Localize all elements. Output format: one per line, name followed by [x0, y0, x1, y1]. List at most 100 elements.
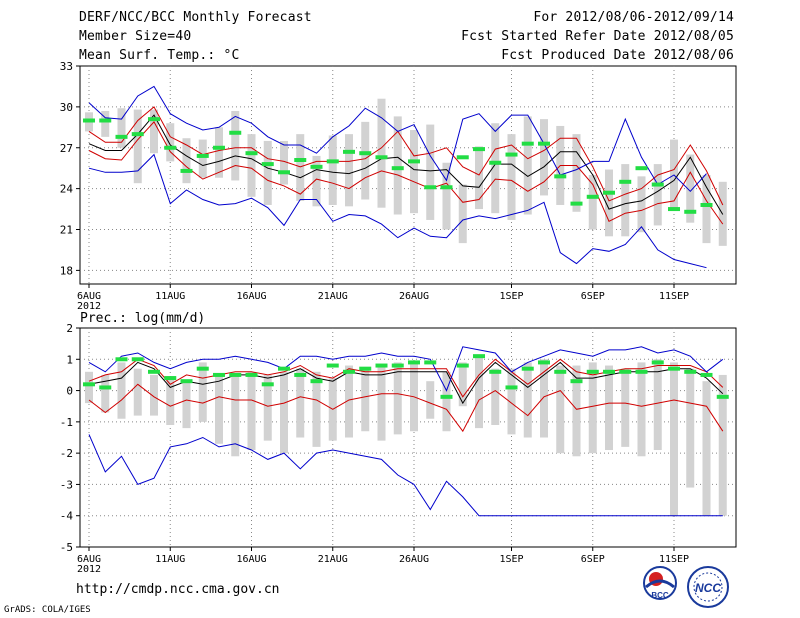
temp-line-upper-spread	[88, 106, 724, 206]
prec-xtick-label: 11AUG	[155, 554, 185, 565]
temp-ytick-label: 24	[60, 183, 74, 196]
temp-ytick-label: 30	[60, 101, 73, 114]
prec-ensemble-bar	[556, 365, 565, 454]
prec-marker	[619, 369, 632, 374]
temp-ytick-label: 33	[60, 60, 73, 73]
temp-marker	[213, 145, 225, 150]
prec-marker	[278, 366, 290, 371]
prec-line-ensemble-min	[88, 434, 723, 517]
prec-marker	[538, 360, 550, 365]
bcc-logo: BCC	[643, 566, 677, 600]
temp-marker	[164, 145, 177, 150]
prec-xtick-label: 1SEP	[499, 554, 523, 565]
prec-plot-frame	[79, 327, 737, 548]
temp-ensemble-bar	[166, 123, 175, 162]
temp-marker	[115, 134, 128, 139]
prec-ensemble-bar	[491, 368, 500, 425]
temp-marker	[180, 168, 193, 173]
ncc-logo: NCC	[687, 566, 729, 608]
prec-ensemble-bar	[442, 371, 451, 432]
temp-marker	[261, 162, 274, 167]
prec-ensemble-bar	[393, 362, 402, 435]
prec-ytick-label: -2	[60, 447, 73, 460]
prec-ensemble-bar	[117, 362, 126, 419]
prec-ensemble-bar	[101, 374, 110, 413]
temp-ensemble-bar	[458, 184, 467, 244]
temp-xtick-label: 11SEP	[659, 291, 689, 302]
prec-ensemble-bar	[540, 359, 548, 438]
prec-ensemble-bar	[247, 371, 256, 451]
temp-xtick-label: 6AUG	[77, 291, 101, 302]
prec-ytick-label: 1	[66, 353, 73, 366]
prec-ensemble-bar	[475, 356, 483, 429]
temp-marker	[343, 149, 355, 154]
prec-ensemble-bar	[458, 362, 467, 407]
prec-ensemble-bar	[133, 368, 142, 416]
temp-marker	[310, 164, 323, 169]
temp-plot-frame	[79, 65, 737, 285]
temp-ensemble-bar	[702, 175, 711, 244]
temp-marker	[278, 170, 290, 175]
prec-marker	[229, 372, 242, 377]
temp-ensemble-bar	[523, 116, 532, 215]
temp-ensemble-bar	[263, 140, 272, 205]
temp-marker	[586, 194, 599, 199]
footer-url[interactable]: http://cmdp.ncc.cma.gov.cn	[76, 582, 280, 597]
prec-marker	[408, 360, 420, 365]
temp-ytick-label: 18	[60, 264, 73, 277]
ncc-logo-text: NCC	[695, 581, 721, 595]
temp-marker	[489, 160, 502, 165]
temp-marker	[294, 158, 307, 163]
prec-line-ensemble-mean	[88, 361, 724, 405]
prec-ensemble-bar	[588, 362, 597, 454]
temp-marker	[521, 141, 534, 146]
prec-ensemble-bar	[572, 365, 581, 457]
prec-xtick-label: 21AUG	[318, 554, 348, 565]
prec-ensemble-bar	[653, 359, 662, 451]
temp-marker	[359, 151, 372, 156]
temp-ensemble-bar	[588, 175, 597, 230]
prec-marker	[716, 394, 729, 399]
prec-marker	[440, 394, 453, 399]
temp-marker	[456, 155, 469, 160]
prec-ensemble-bar	[702, 381, 711, 516]
prec-marker	[131, 357, 144, 362]
prec-marker	[668, 366, 680, 371]
prec-line-lower-spread	[88, 383, 724, 433]
prec-marker	[554, 369, 567, 374]
prec-marker	[700, 372, 713, 377]
prec-ensemble-bar	[637, 362, 646, 457]
temp-xtick-label: 1SEP	[499, 291, 523, 302]
prec-ytick-label: -3	[60, 478, 73, 491]
temp-marker	[245, 151, 258, 156]
temp-marker	[148, 117, 160, 122]
temp-ensemble-bar	[198, 139, 207, 178]
prec-ytick-label: -5	[60, 541, 73, 554]
temp-xtick-label: 16AUG	[236, 291, 266, 302]
prec-marker	[99, 385, 112, 390]
prec-ensemble-bar	[361, 368, 370, 432]
prec-line-upper-spread	[88, 358, 724, 398]
prec-ensemble-bar	[621, 368, 630, 447]
temp-ensemble-bar	[150, 109, 158, 154]
prec-ensemble-bar	[377, 365, 386, 441]
prec-marker	[505, 385, 518, 390]
prec-marker	[375, 363, 388, 368]
temp-ensemble-bar	[442, 162, 451, 230]
temp-xtick-label: 26AUG	[399, 291, 429, 302]
prec-marker	[521, 366, 534, 371]
prec-marker	[245, 372, 258, 377]
temp-ensemble-bar	[410, 130, 418, 214]
prec-ytick-label: -4	[60, 510, 74, 523]
prec-panel-title: Prec.: log(mm/d)	[80, 311, 205, 326]
temp-ensemble-bar	[247, 134, 256, 197]
temp-ensemble-bar	[637, 176, 646, 233]
temp-marker	[473, 147, 485, 152]
temp-marker	[99, 118, 112, 123]
prec-ensemble-bar	[166, 378, 175, 425]
prec-marker	[359, 366, 372, 371]
temp-marker	[391, 166, 404, 171]
temp-marker	[326, 159, 339, 164]
temp-ytick-label: 21	[60, 224, 73, 237]
temp-marker	[554, 174, 567, 179]
